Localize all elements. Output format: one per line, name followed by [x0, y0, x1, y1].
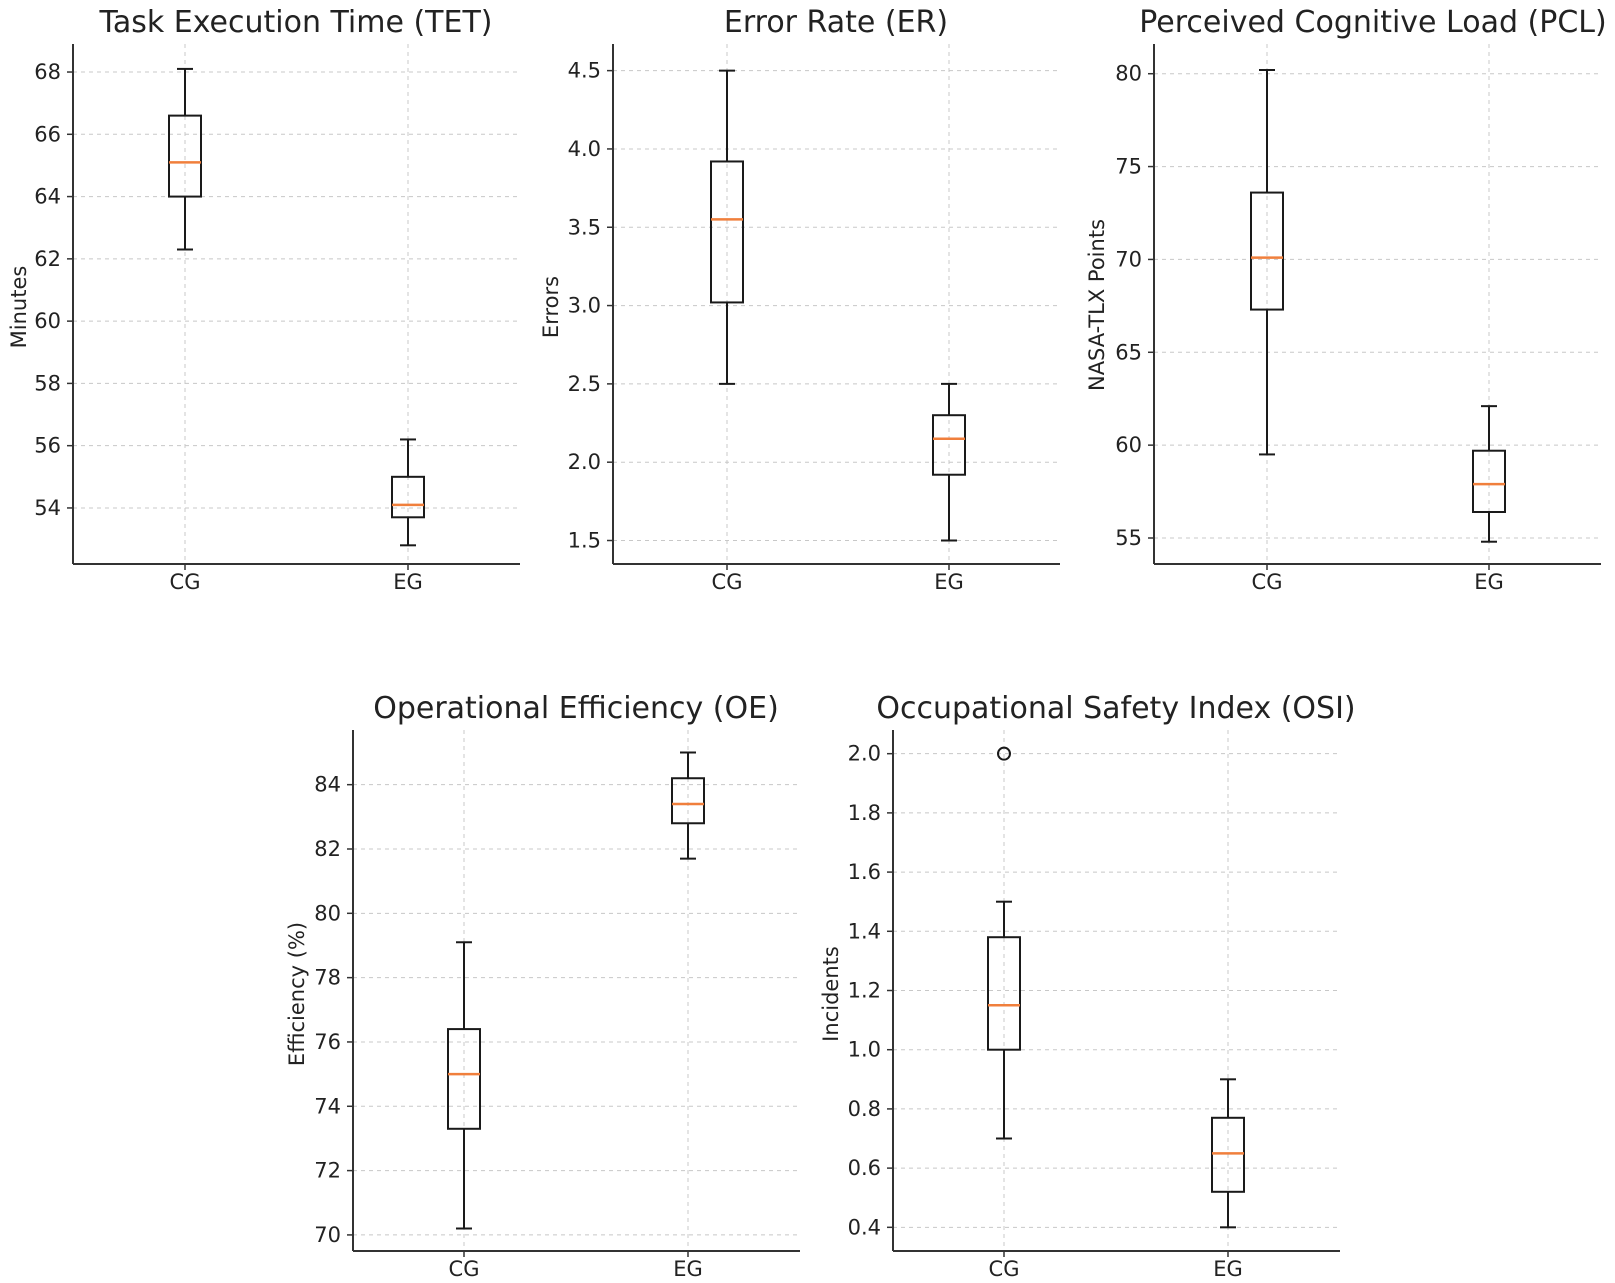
y-tick-label: 65	[1115, 340, 1142, 364]
y-tick-label: 72	[314, 1159, 341, 1183]
y-tick-label: 0.6	[848, 1156, 881, 1180]
chart-title: Error Rate (ER)	[724, 5, 948, 40]
chart-operational-efficiency: 70 72 74 76 78 80 82 84 Operational Efficiency …	[285, 691, 800, 1281]
y-tick-label: 60	[1115, 433, 1142, 457]
y-tick-label: 1.8	[848, 801, 881, 825]
chart-title: Occupational Safety Index (OSI)	[876, 691, 1355, 726]
y-tick-label: 3.5	[568, 215, 601, 239]
iqr-box	[710, 160, 744, 304]
chart-title: Task Execution Time (TET)	[98, 5, 492, 40]
y-tick-label: 78	[314, 966, 341, 990]
y-tick-label: 58	[34, 371, 61, 395]
y-tick-label: 60	[34, 309, 61, 333]
y-tick-label: 66	[34, 122, 61, 146]
chart-title: Operational Efficiency (OE)	[373, 691, 779, 726]
box-plot-cg	[710, 69, 744, 385]
x-tick-label: EG	[393, 570, 423, 594]
x-tick-label: EG	[1474, 570, 1504, 594]
iqr-box	[391, 475, 425, 519]
y-tick-label: 75	[1115, 155, 1142, 179]
y-axis-label: Minutes	[7, 266, 31, 349]
y-tick-label: 82	[314, 837, 341, 861]
x-tick-label: CG	[1252, 570, 1283, 594]
y-axis-label: NASA-TLX Points	[1085, 219, 1109, 391]
box-plot-eg	[1472, 405, 1506, 543]
y-tick-label: 0.4	[848, 1215, 881, 1239]
x-tick-label: CG	[712, 570, 743, 594]
y-tick-label: 1.6	[848, 860, 881, 884]
y-tick-label: 4.0	[568, 137, 601, 161]
y-tick-label: 62	[34, 247, 61, 271]
y-axis-label: Efficiency (%)	[285, 922, 309, 1066]
y-tick-label: 80	[1115, 62, 1142, 86]
y-tick-label: 70	[314, 1223, 341, 1247]
y-tick-label: 1.0	[848, 1038, 881, 1062]
y-tick-label: 3.0	[568, 294, 601, 318]
iqr-box	[1472, 449, 1506, 514]
box-plot-eg	[391, 438, 425, 547]
iqr-box	[1250, 191, 1284, 311]
x-tick-label: CG	[989, 1257, 1020, 1281]
chart-occupational-safety-index: 0.4 0.6 0.8 1.0 1.2 1.4 1.6 1.8 2.0 Occupational…	[819, 691, 1356, 1281]
y-tick-label: 64	[34, 185, 61, 209]
outlier-point	[997, 746, 1011, 761]
y-tick-label: 84	[314, 773, 341, 797]
box-plot-eg	[932, 382, 966, 542]
y-tick-label: 55	[1115, 526, 1142, 550]
y-tick-label: 1.2	[848, 979, 881, 1003]
x-tick-label: EG	[673, 1257, 703, 1281]
box-plot-cg	[447, 941, 481, 1230]
iqr-box	[987, 936, 1021, 1051]
y-tick-label: 54	[34, 496, 61, 520]
y-tick-label: 56	[34, 434, 61, 458]
y-axis-label: Incidents	[819, 946, 843, 1042]
box-plot-cg	[168, 67, 202, 251]
y-tick-label: 76	[314, 1030, 341, 1054]
chart-title: Perceived Cognitive Load (PCL)	[1139, 5, 1606, 40]
x-tick-label: EG	[934, 570, 964, 594]
y-tick-label: 2.0	[848, 742, 881, 766]
y-tick-label: 2.0	[568, 450, 601, 474]
box-plot-eg	[1211, 1078, 1245, 1229]
y-tick-label: 80	[314, 901, 341, 925]
y-tick-label: 0.8	[848, 1097, 881, 1121]
chart-perceived-cognitive-load: 55 60 65 70 75 80 Perceived Cognitive Load (P…	[1085, 5, 1607, 594]
chart-task-execution-time: 54 56 58 60 62 64 66 68 Task Execution Time (TE…	[7, 5, 520, 594]
iqr-box	[932, 414, 966, 476]
y-tick-label: 1.5	[568, 529, 601, 553]
box-plot-eg	[671, 751, 705, 860]
y-tick-label: 68	[34, 60, 61, 84]
x-tick-label: CG	[170, 570, 201, 594]
y-tick-label: 4.5	[568, 59, 601, 83]
y-tick-label: 2.5	[568, 372, 601, 396]
box-plot-cg	[1250, 69, 1284, 456]
iqr-box	[447, 1028, 481, 1130]
x-tick-label: EG	[1213, 1257, 1243, 1281]
y-tick-label: 1.4	[848, 919, 881, 943]
iqr-box	[168, 114, 202, 198]
chart-error-rate: 1.5 2.0 2.5 3.0 3.5 4.0 4.5 Error Rate (ER) Er…	[539, 5, 1060, 594]
y-axis-label: Errors	[539, 276, 563, 338]
y-tick-label: 70	[1115, 247, 1142, 271]
x-tick-label: CG	[449, 1257, 480, 1281]
iqr-box	[1211, 1116, 1245, 1193]
y-tick-label: 74	[314, 1094, 341, 1118]
iqr-box	[671, 777, 705, 825]
box-plot-cg	[987, 746, 1021, 1140]
